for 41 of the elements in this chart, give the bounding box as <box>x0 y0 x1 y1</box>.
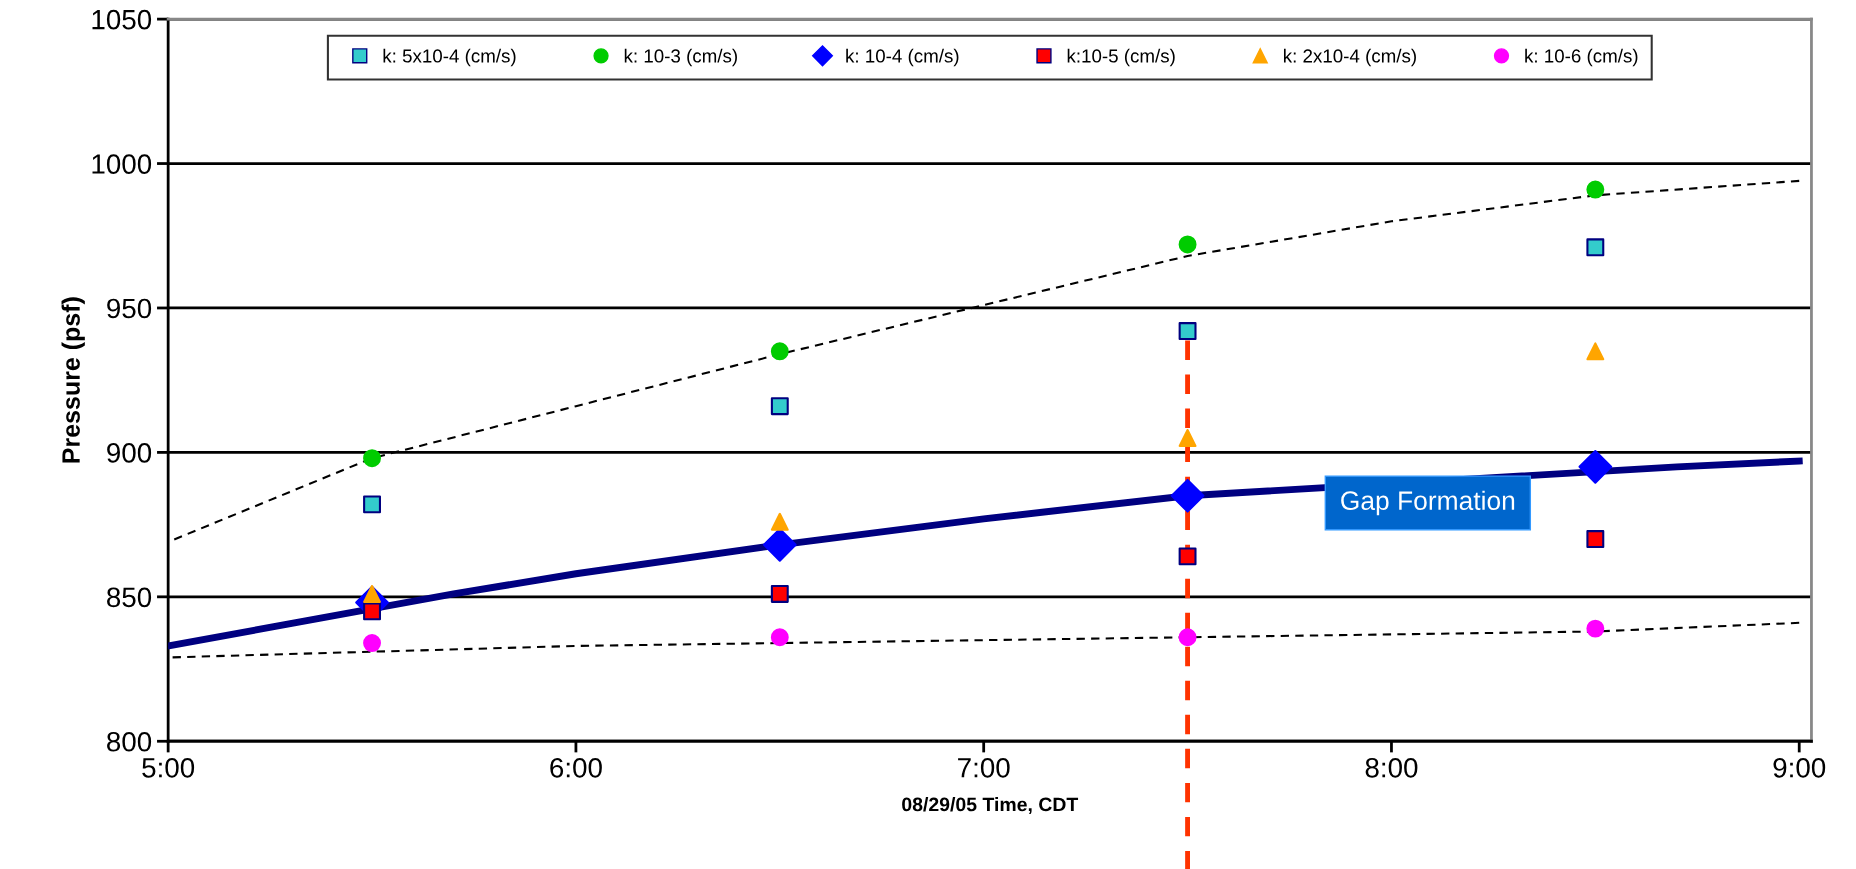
point <box>1586 238 1605 257</box>
point <box>363 495 381 514</box>
legend-label: k: 10-6 (cm/s) <box>1525 48 1638 67</box>
point <box>1178 235 1197 254</box>
point <box>1178 429 1197 447</box>
x-tick-label: 8:00 <box>1365 757 1418 778</box>
legend-label: k: 2x10-4 (cm/s) <box>1283 48 1416 67</box>
legend-label: k: 5x10-4 (cm/s) <box>383 48 516 67</box>
x-tick-label: 6:00 <box>550 757 602 778</box>
point <box>363 602 381 621</box>
y-tick-label: 1050 <box>92 9 152 30</box>
x-tick-label: 7:00 <box>958 757 1010 778</box>
point <box>1178 628 1197 647</box>
point <box>1578 449 1613 484</box>
annotation: Gap Formation <box>1341 490 1515 516</box>
point <box>1586 342 1605 361</box>
x-axis-title: 08/29/05 Time, CDT <box>902 797 1079 815</box>
point <box>770 584 789 603</box>
point <box>363 449 381 468</box>
point <box>770 628 789 647</box>
y-tick-label: 900 <box>107 443 152 463</box>
y-axis-title: Pressure (psf) <box>61 297 85 463</box>
legend-label: k: 10-3 (cm/s) <box>624 48 737 67</box>
point <box>770 397 789 416</box>
y-tick-label: 800 <box>107 731 152 752</box>
point <box>770 342 789 361</box>
point <box>1586 530 1605 549</box>
point <box>1178 547 1197 566</box>
x-tick-label: 5:00 <box>142 757 195 778</box>
y-tick-label: 850 <box>107 587 152 608</box>
y-tick-label: 950 <box>107 298 152 319</box>
legend-label: k: 10-4 (cm/s) <box>846 48 959 67</box>
point <box>1170 478 1205 513</box>
legend-label: k:10-5 (cm/s) <box>1067 48 1175 67</box>
point <box>1586 180 1605 199</box>
point <box>1586 619 1605 638</box>
point <box>1178 322 1197 341</box>
point <box>363 634 381 652</box>
x-tick-label: 9:00 <box>1773 757 1826 778</box>
y-tick-label: 1000 <box>92 154 152 174</box>
point <box>770 512 789 531</box>
